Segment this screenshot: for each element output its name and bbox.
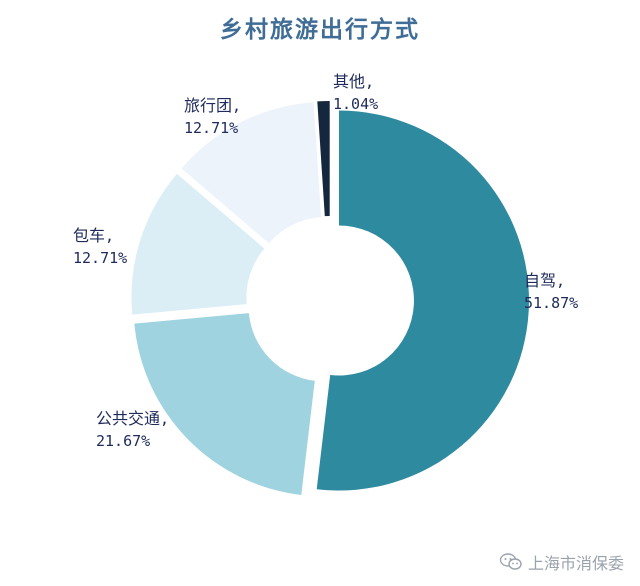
label-self-drive: 自驾, 51.87% xyxy=(524,271,579,312)
slice-label-text: 自驾 xyxy=(524,271,557,290)
slice-value-text: 1.04% xyxy=(333,95,379,113)
wechat-icon xyxy=(499,553,522,571)
slice-label-text: 公共交通 xyxy=(96,409,161,428)
slice-value-text: 51.87% xyxy=(524,294,579,312)
chart-title: 乡村旅游出行方式 xyxy=(220,17,420,43)
slice-other xyxy=(317,101,330,217)
label-other: 其他, 1.04% xyxy=(333,72,379,113)
slice-value-text: 12.71% xyxy=(184,119,239,137)
slice-value-text: 21.67% xyxy=(96,432,151,450)
label-public-transport: 公共交通, 21.67% xyxy=(96,409,170,450)
watermark-text: 上海市消保委 xyxy=(527,554,624,573)
slice-label-text: 其他 xyxy=(333,72,366,91)
label-tour-group: 旅行团, 12.71% xyxy=(184,96,242,137)
slice-charter xyxy=(131,173,265,315)
slice-public-transport xyxy=(134,313,315,495)
watermark: 上海市消保委 xyxy=(499,550,624,574)
label-charter: 包车, 12.71% xyxy=(73,226,128,267)
slice-tour-group xyxy=(181,102,322,244)
slice-label-text: 包车 xyxy=(73,226,106,245)
slice-value-text: 12.71% xyxy=(73,249,128,267)
slice-self-drive xyxy=(316,110,529,491)
slice-label-text: 旅行团 xyxy=(184,96,233,115)
